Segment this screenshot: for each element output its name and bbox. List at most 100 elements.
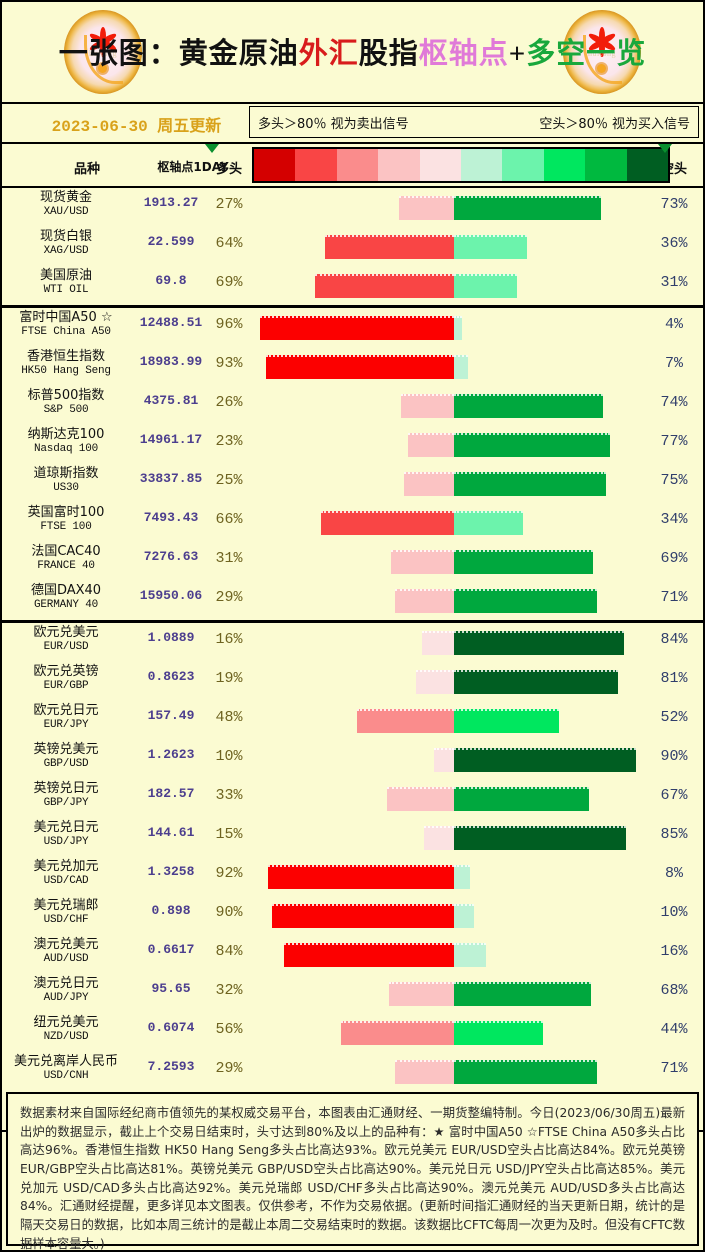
table-row[interactable]: 现货黄金 XAU/USD 1913.27 27% 73% [2,188,703,227]
instrument-symbol: WTI OIL [43,283,89,296]
short-percent: 84% [660,631,688,648]
instrument-name: 美国原油 WTI OIL [6,268,126,296]
long-percent: 15% [215,826,243,843]
signal-legend-box: 多头＞80％ 视为卖出信号 空头＞80％ 视为买入信号 [249,106,699,138]
short-bar [454,748,636,772]
gradient-swatch-3 [378,149,420,181]
long-percent: 64% [215,235,243,252]
color-scale-gradient [252,147,670,183]
long-percent: 29% [215,1060,243,1077]
legend-short-signal: 空头＞80％ 视为买入信号 [539,117,690,132]
pivot-value: 7.2593 [147,1059,195,1074]
coin-watermark: huitong [588,48,616,58]
long-percent: 26% [215,394,243,411]
instrument-name-cn: 美元兑离岸人民币 [13,1054,118,1069]
instrument-symbol: HK50 Hang Seng [21,364,111,377]
table-row[interactable]: 美元兑瑞郎 USD/CHF 0.898 90% 10% [2,896,703,935]
coin-dot-icon [597,63,607,73]
footer-disclaimer: 数据素材来自国际经纪商市值领先的某权威交易平台，本图表由汇通财经、一期货整编特制… [6,1092,699,1250]
short-bar [454,274,517,298]
pivot-value: 1.3258 [147,864,195,879]
table-row[interactable]: 欧元兑美元 EUR/USD 1.0889 16% 84% [2,623,703,662]
table-row[interactable]: 美元兑日元 USD/JPY 144.61 15% 85% [2,818,703,857]
sentiment-bar-track [252,857,670,896]
short-bar [454,865,471,889]
sentiment-bar-track [252,266,670,305]
table-row[interactable]: 德国DAX40 GERMANY 40 15950.06 29% 71% [2,581,703,620]
table-row[interactable]: 澳元兑美元 AUD/USD 0.6617 84% 16% [2,935,703,974]
long-percent: 96% [215,316,243,333]
short-percent: 67% [660,787,688,804]
gradient-swatch-6 [502,149,544,181]
instrument-name: 欧元兑英镑 EUR/GBP [6,664,126,692]
short-percent: 73% [660,196,688,213]
instrument-name: 英镑兑日元 GBP/JPY [6,781,126,809]
update-date: 2023-06-30 周五更新 [24,112,249,136]
table-row[interactable]: 香港恒生指数 HK50 Hang Seng 18983.99 93% 7% [2,347,703,386]
table-row[interactable]: 美元兑离岸人民币 USD/CNH 7.2593 29% 71% [2,1052,703,1091]
instrument-name: 现货白银 XAG/USD [6,229,126,257]
long-bar [389,982,454,1006]
table-row[interactable]: 现货白银 XAG/USD 22.599 64% 36% [2,227,703,266]
table-row[interactable]: 美元兑加元 USD/CAD 1.3258 92% 8% [2,857,703,896]
instrument-name: 欧元兑美元 EUR/USD [6,625,126,653]
pivot-value: 144.61 [147,825,195,840]
long-percent: 32% [215,982,243,999]
instrument-name: 现货黄金 XAU/USD [6,190,126,218]
short-bar [454,196,602,220]
short-percent: 7% [664,355,683,372]
instrument-name: 纽元兑美元 NZD/USD [6,1015,126,1043]
short-bar [454,511,523,535]
pivot-value: 1.2623 [147,747,195,762]
table-row[interactable]: 欧元兑日元 EUR/JPY 157.49 48% 52% [2,701,703,740]
title-part: 外汇 [298,38,359,70]
instrument-symbol: AUD/JPY [43,991,89,1004]
table-row[interactable]: 澳元兑日元 AUD/JPY 95.65 32% 68% [2,974,703,1013]
table-row[interactable]: 富时中国A50 ☆ FTSE China A50 12488.51 96% 4% [2,308,703,347]
long-percent: 23% [215,433,243,450]
pivot-value: 95.65 [151,981,191,996]
short-percent: 69% [660,550,688,567]
pivot-value: 0.8623 [147,669,195,684]
short-bar [454,904,475,928]
title-part: 多空一览 [526,38,647,70]
table-row[interactable]: 英镑兑美元 GBP/USD 1.2623 10% 90% [2,740,703,779]
short-bar [454,1060,598,1084]
sentiment-bar-track [252,503,670,542]
sentiment-bar-track [252,188,670,227]
pivot-value: 33837.85 [139,471,203,486]
gold-coin-logo-left: huitong [64,10,142,94]
long-percent: 48% [215,709,243,726]
instrument-symbol: USD/CHF [43,913,89,926]
sentiment-bar-track [252,347,670,386]
sentiment-bar-track [252,740,670,779]
sentiment-bar-track [252,662,670,701]
short-percent: 85% [660,826,688,843]
short-bar [454,943,487,967]
table-row[interactable]: 英镑兑日元 GBP/JPY 182.57 33% 67% [2,779,703,818]
gradient-swatch-1 [295,149,337,181]
sentiment-bar-track [252,623,670,662]
table-row[interactable]: 法国CAC40 FRANCE 40 7276.63 31% 69% [2,542,703,581]
instrument-name-cn: 澳元兑日元 [33,976,99,991]
table-row[interactable]: 欧元兑英镑 EUR/GBP 0.8623 19% 81% [2,662,703,701]
table-row[interactable]: 美国原油 WTI OIL 69.8 69% 31% [2,266,703,305]
long-bar [272,904,454,928]
table-row[interactable]: 英国富时100 FTSE 100 7493.43 66% 34% [2,503,703,542]
gradient-swatch-5 [461,149,503,181]
date-legend-strip: 2023-06-30 周五更新 多头＞80％ 视为卖出信号 空头＞80％ 视为买… [2,104,703,144]
section-commodities: 现货黄金 XAU/USD 1913.27 27% 73% 现货白银 XAG/USD 22.59… [2,188,703,308]
update-date-value: 2023-06-30 [51,118,148,136]
instrument-name-cn: 道琼斯指数 [33,466,99,481]
instrument-table: 现货黄金 XAU/USD 1913.27 27% 73% 现货白银 XAG/USD 22.59… [2,188,703,1132]
instrument-name: 道琼斯指数 US30 [6,466,126,494]
sentiment-bar-track [252,1013,670,1052]
short-percent: 31% [660,274,688,291]
table-row[interactable]: 道琼斯指数 US30 33837.85 25% 75% [2,464,703,503]
table-row[interactable]: 纳斯达克100 Nasdaq 100 14961.17 23% 77% [2,425,703,464]
long-bar [395,589,454,613]
section-indices: 富时中国A50 ☆ FTSE China A50 12488.51 96% 4% 香港恒生… [2,308,703,623]
table-row[interactable]: 纽元兑美元 NZD/USD 0.6074 56% 44% [2,1013,703,1052]
table-row[interactable]: 标普500指数 S&P 500 4375.81 26% 74% [2,386,703,425]
instrument-name-cn: 欧元兑美元 [33,625,99,640]
